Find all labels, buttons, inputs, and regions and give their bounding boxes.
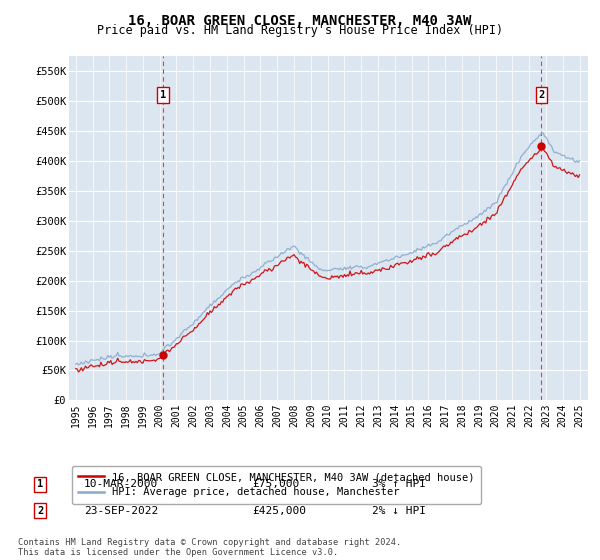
Text: 3% ↑ HPI: 3% ↑ HPI <box>372 479 426 489</box>
Text: Contains HM Land Registry data © Crown copyright and database right 2024.
This d: Contains HM Land Registry data © Crown c… <box>18 538 401 557</box>
Text: £75,000: £75,000 <box>252 479 299 489</box>
Text: 2: 2 <box>37 506 43 516</box>
Text: 1: 1 <box>160 90 166 100</box>
Text: 16, BOAR GREEN CLOSE, MANCHESTER, M40 3AW: 16, BOAR GREEN CLOSE, MANCHESTER, M40 3A… <box>128 14 472 28</box>
Text: Price paid vs. HM Land Registry's House Price Index (HPI): Price paid vs. HM Land Registry's House … <box>97 24 503 37</box>
Text: 1: 1 <box>37 479 43 489</box>
Text: 2% ↓ HPI: 2% ↓ HPI <box>372 506 426 516</box>
Text: £425,000: £425,000 <box>252 506 306 516</box>
Legend: 16, BOAR GREEN CLOSE, MANCHESTER, M40 3AW (detached house), HPI: Average price, : 16, BOAR GREEN CLOSE, MANCHESTER, M40 3A… <box>71 466 481 503</box>
Text: 10-MAR-2000: 10-MAR-2000 <box>84 479 158 489</box>
Text: 23-SEP-2022: 23-SEP-2022 <box>84 506 158 516</box>
Text: 2: 2 <box>538 90 544 100</box>
